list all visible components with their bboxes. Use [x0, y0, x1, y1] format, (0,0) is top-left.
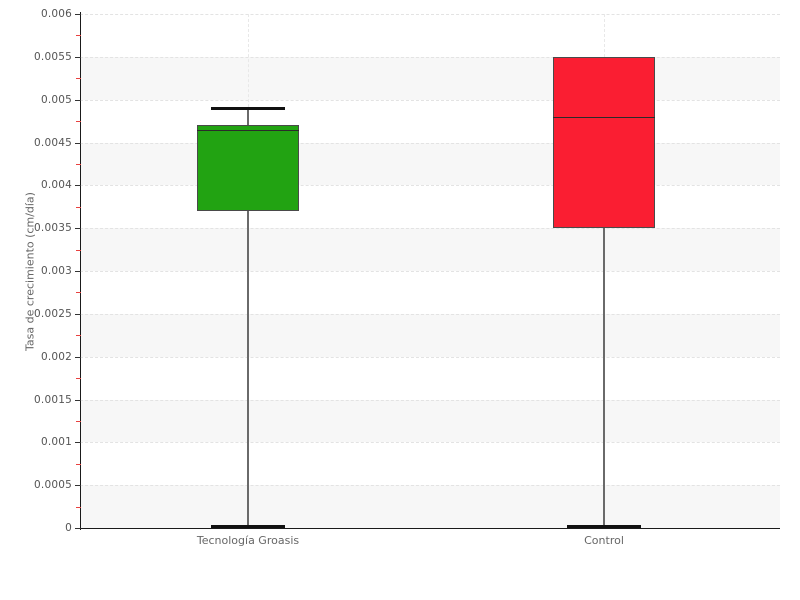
whisker-lower: [247, 211, 249, 527]
horizontal-gridline: [80, 142, 780, 144]
y-axis-tick-label: 0.004: [40, 179, 72, 192]
y-axis-tick-label: 0.006: [40, 8, 72, 20]
whisker-upper: [247, 108, 249, 126]
y-axis-tick-label: 0.0055: [34, 50, 72, 63]
box-groasis: [197, 125, 299, 212]
y-axis-tick-minor: [76, 506, 81, 508]
x-axis-category-label: Tecnología Groasis: [196, 534, 300, 547]
y-axis-tick-label: 0.002: [40, 350, 72, 363]
y-axis-tick-major: [75, 14, 81, 15]
background-band: [80, 485, 780, 528]
y-axis-tick-major: [75, 442, 81, 444]
y-axis-tick-label: 0.0015: [34, 393, 72, 406]
horizontal-gridline: [80, 99, 780, 101]
y-axis-tick-major: [75, 99, 81, 101]
y-axis-tick-major: [75, 313, 81, 315]
horizontal-gridline: [80, 228, 780, 230]
horizontal-gridline: [80, 356, 780, 358]
y-axis-tick-major: [75, 185, 81, 187]
whisker-cap-lower: [211, 525, 285, 529]
y-axis-tick-label: 0.005: [40, 93, 72, 106]
y-axis-title: Tasa de crecimiento (cm/día): [23, 192, 37, 351]
horizontal-gridline: [80, 56, 780, 58]
y-axis-tick-minor: [76, 378, 81, 380]
y-axis-tick-minor: [76, 463, 81, 465]
median-line: [553, 116, 655, 118]
y-axis-tick-label: 0.0005: [34, 479, 72, 492]
y-axis-tick-label: 0.0045: [34, 136, 72, 149]
horizontal-gridline: [80, 442, 780, 444]
horizontal-gridline: [80, 185, 780, 187]
y-axis-tick-minor: [76, 121, 81, 123]
x-axis-category-label: Control: [584, 534, 624, 547]
y-axis-tick-label: 0.001: [40, 436, 72, 449]
horizontal-gridline: [80, 399, 780, 401]
y-axis-tick-minor: [76, 420, 81, 422]
y-axis-tick-major: [75, 142, 81, 144]
background-band: [80, 56, 780, 100]
y-axis-tick-major: [75, 528, 81, 529]
whisker-lower: [603, 228, 605, 527]
y-axis-tick-minor: [76, 335, 81, 337]
whisker-cap-upper: [211, 107, 285, 111]
y-axis-tick-major: [75, 228, 81, 230]
horizontal-gridline: [80, 14, 780, 15]
y-axis-tick-minor: [76, 292, 81, 294]
y-axis-tick-major: [75, 271, 81, 272]
y-axis-tick-label: 0: [65, 522, 72, 534]
horizontal-gridline: [80, 485, 780, 487]
horizontal-gridline: [80, 271, 780, 272]
y-axis-tick-major: [75, 485, 81, 487]
plot-area: [80, 14, 780, 528]
y-axis-tick-minor: [76, 206, 81, 208]
y-axis-tick-minor: [76, 249, 81, 251]
median-line: [197, 129, 299, 131]
horizontal-gridline: [80, 313, 780, 315]
background-band: [80, 228, 780, 271]
x-axis-line: [80, 528, 780, 529]
y-axis-tick-minor: [76, 78, 81, 80]
y-axis-tick-major: [75, 399, 81, 401]
box-control: [553, 56, 655, 229]
y-axis-tick-minor: [76, 163, 81, 165]
y-axis-tick-label: 0.003: [40, 265, 72, 277]
whisker-cap-lower: [567, 525, 641, 529]
background-band: [80, 399, 780, 443]
y-axis-tick-minor: [76, 35, 81, 37]
y-axis-tick-major: [75, 56, 81, 58]
y-axis-tick-label: 0.0025: [34, 307, 72, 320]
y-axis-tick-label: 0.0035: [34, 222, 72, 235]
background-band: [80, 142, 780, 186]
y-axis-tick-major: [75, 356, 81, 358]
background-band: [80, 313, 780, 357]
